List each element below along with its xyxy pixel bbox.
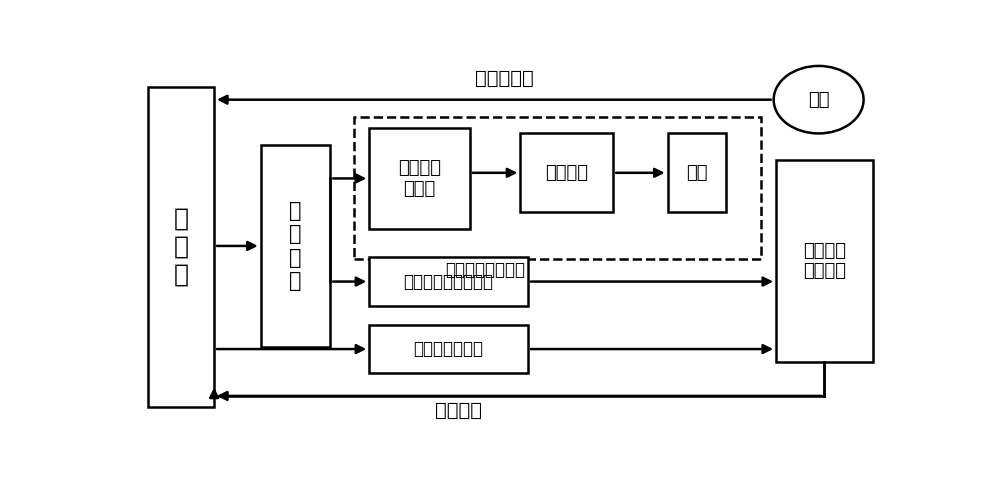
Bar (369, 257, 528, 306)
Text: 在线监测: 在线监测 (435, 401, 482, 420)
Text: 上
位
机: 上 位 机 (174, 207, 189, 287)
Text: 步进电机: 步进电机 (545, 164, 588, 182)
Text: 等离子体
射流装置: 等离子体 射流装置 (803, 242, 846, 281)
Text: 三轴导轨控制系统: 三轴导轨控制系统 (445, 261, 525, 279)
Text: 导轨: 导轨 (686, 164, 707, 182)
Text: 高压电源状态控制器: 高压电源状态控制器 (404, 273, 494, 291)
Text: 样品可视化: 样品可视化 (475, 69, 534, 88)
Bar (668, 133, 726, 212)
Bar (369, 128, 470, 229)
Text: 主
控
制
器: 主 控 制 器 (289, 201, 302, 291)
Ellipse shape (774, 66, 864, 133)
Bar (520, 133, 613, 212)
Text: 样品: 样品 (808, 91, 829, 109)
Bar (148, 87, 214, 407)
Bar (261, 145, 330, 347)
Bar (776, 160, 873, 362)
Text: 气体状态控制器: 气体状态控制器 (414, 340, 484, 358)
Text: 步进电机
驱动器: 步进电机 驱动器 (398, 159, 441, 198)
Bar (354, 116, 761, 259)
Bar (369, 325, 528, 374)
